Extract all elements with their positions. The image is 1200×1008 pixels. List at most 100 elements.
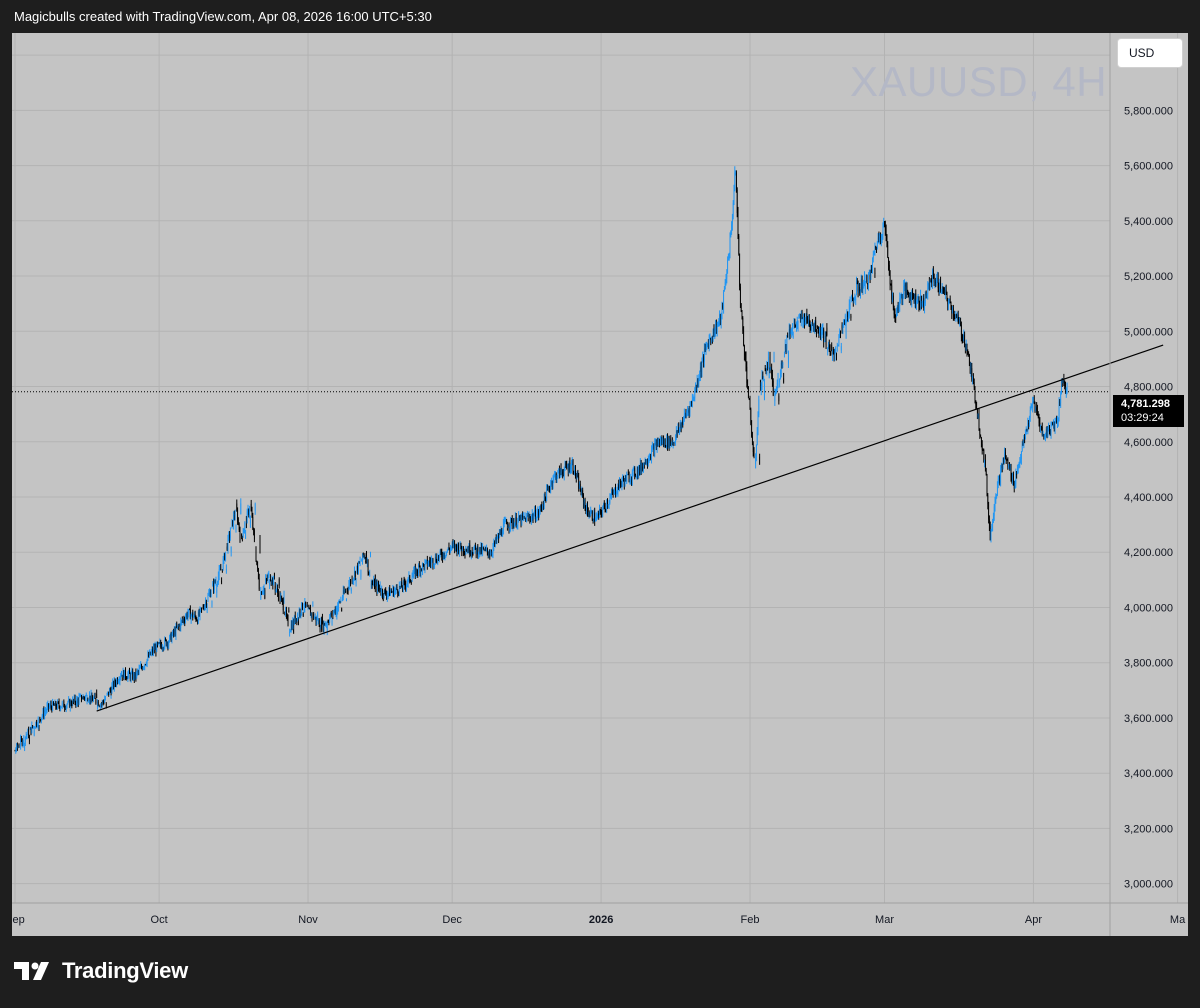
- candle-body: [69, 699, 70, 708]
- candle-body: [110, 690, 112, 694]
- candle-body: [794, 322, 796, 325]
- candle-body: [363, 555, 365, 557]
- candle-body: [466, 549, 468, 552]
- candle-body: [641, 466, 643, 471]
- candle-body: [959, 323, 961, 325]
- candle-body: [305, 601, 307, 606]
- candle-body: [634, 468, 636, 476]
- candle-body: [583, 494, 584, 504]
- candle-body: [219, 568, 221, 570]
- candle-body: [1041, 426, 1042, 428]
- candle-body: [31, 725, 33, 733]
- candle-body: [42, 710, 44, 716]
- candle-body: [1061, 380, 1063, 383]
- candle-body: [994, 499, 996, 507]
- candle-body: [422, 563, 423, 571]
- candle-body: [333, 611, 335, 615]
- candle-body: [607, 504, 609, 507]
- candle-body: [655, 442, 657, 448]
- chart-grid: [12, 33, 1179, 903]
- candle-body: [253, 530, 255, 540]
- candle-body: [845, 325, 847, 333]
- candle-body: [416, 568, 418, 573]
- candle-body: [195, 616, 197, 621]
- candle-body: [539, 506, 541, 512]
- candle-body: [275, 589, 277, 591]
- candle-body: [145, 664, 146, 666]
- candle-body: [296, 618, 298, 621]
- candle-body: [41, 717, 42, 721]
- candle-body: [407, 577, 409, 584]
- candle-body: [1057, 420, 1058, 423]
- candle-body: [215, 581, 217, 583]
- candle-body: [953, 315, 955, 317]
- candle-body: [472, 553, 474, 555]
- candle-body: [434, 556, 436, 564]
- candle-body: [367, 559, 369, 572]
- candle-body: [65, 707, 66, 709]
- candle-body: [677, 427, 679, 434]
- candle-body: [496, 538, 498, 542]
- price-tick-label: 5,400.000: [1124, 216, 1173, 228]
- candle-body: [241, 534, 242, 537]
- candle-body: [841, 325, 843, 329]
- candle-body: [544, 494, 546, 498]
- candle-body: [807, 317, 809, 323]
- candle-body: [1051, 422, 1053, 425]
- candle-body: [978, 413, 980, 430]
- price-chart[interactable]: 3,000.000 3,200.000 3,400.000 3,600.000 3,80…: [12, 33, 1188, 936]
- candle-body: [995, 495, 997, 500]
- candle-body: [348, 584, 350, 590]
- footer-logo[interactable]: TradingView: [14, 958, 188, 984]
- candle-body: [779, 378, 781, 383]
- candle-body: [676, 430, 678, 434]
- candle-body: [83, 696, 85, 698]
- candle-body: [347, 589, 349, 591]
- candle-body: [375, 583, 377, 585]
- candle-body: [242, 532, 244, 538]
- candle-body: [35, 722, 37, 728]
- last-price-value: 4,781.298: [1121, 398, 1170, 410]
- candle-body: [199, 608, 201, 616]
- candle-body: [589, 515, 591, 517]
- candle-body: [1065, 383, 1066, 394]
- candle-body: [824, 341, 825, 343]
- candle-body: [157, 642, 158, 645]
- candle-body: [799, 316, 801, 318]
- candle-body: [116, 679, 118, 685]
- candle-body: [971, 368, 973, 380]
- candle-body: [703, 348, 705, 362]
- candle-body: [939, 280, 941, 291]
- candle-body: [515, 517, 517, 527]
- candle-body: [943, 288, 945, 290]
- candle-body: [603, 504, 605, 506]
- chart-pane[interactable]: 3,000.000 3,200.000 3,400.000 3,600.000 3,80…: [12, 33, 1188, 936]
- candle-body: [125, 669, 126, 678]
- candle-body: [760, 380, 761, 390]
- candle-body: [626, 475, 628, 482]
- candle-body: [392, 588, 394, 593]
- candle-body: [951, 309, 953, 314]
- candle-body: [597, 513, 599, 516]
- candle-body: [105, 704, 107, 706]
- currency-button[interactable]: USD: [1117, 38, 1183, 68]
- candle-body: [557, 471, 559, 478]
- candle-body: [617, 484, 619, 492]
- candle-body: [796, 323, 797, 327]
- candle-body: [684, 413, 686, 415]
- candle-body: [546, 488, 548, 501]
- candle-body: [906, 286, 908, 292]
- candle-body: [650, 456, 652, 459]
- candle-body: [429, 561, 431, 563]
- candle-body: [454, 543, 455, 549]
- candle-body: [180, 621, 182, 629]
- candle-body: [330, 613, 331, 618]
- candle-body: [900, 294, 902, 297]
- candle-body: [468, 544, 470, 553]
- candle-body: [604, 505, 606, 509]
- candle-body: [535, 519, 537, 521]
- candle-body: [887, 245, 889, 258]
- candle-body: [607, 502, 608, 507]
- candle-body: [197, 612, 199, 624]
- candle-body: [843, 319, 845, 325]
